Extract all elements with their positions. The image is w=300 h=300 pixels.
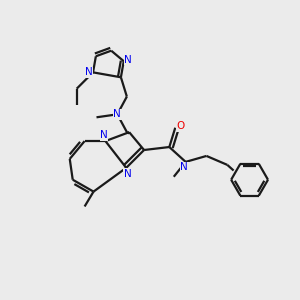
Text: N: N	[100, 130, 108, 140]
Text: N: N	[113, 109, 121, 119]
Text: N: N	[124, 55, 132, 65]
Text: O: O	[176, 121, 185, 131]
Text: N: N	[124, 169, 132, 179]
Text: N: N	[85, 68, 92, 77]
Text: N: N	[180, 162, 188, 172]
